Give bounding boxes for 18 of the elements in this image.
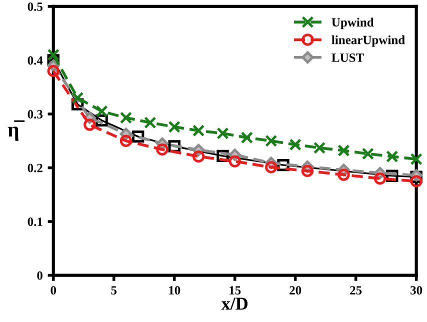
x-tick-label: 0 <box>50 286 56 295</box>
legend-label: LUST <box>332 53 364 62</box>
y-tick-label: 0.4 <box>28 56 43 65</box>
y-tick-label: 0 <box>37 271 42 280</box>
y-tick-label: 0.1 <box>28 218 42 226</box>
legend-label: Upwind <box>332 18 374 30</box>
x-tick-label: 5 <box>111 286 117 295</box>
x-tick-label: 10 <box>169 286 180 295</box>
x-axis-title: x/D <box>221 298 248 310</box>
x-tick-label: 30 <box>410 286 422 295</box>
x-tick-label: 20 <box>290 286 302 295</box>
legend-label: linearUpwind <box>332 35 405 47</box>
y-tick-label: 0.3 <box>28 110 43 119</box>
x-tick-label: 15 <box>230 286 241 295</box>
y-tick-label: 0.2 <box>28 164 42 172</box>
y-axis-title: η̅ <box>8 120 25 141</box>
y-tick-label: 0.5 <box>28 2 42 11</box>
x-tick-label: 25 <box>350 286 362 295</box>
